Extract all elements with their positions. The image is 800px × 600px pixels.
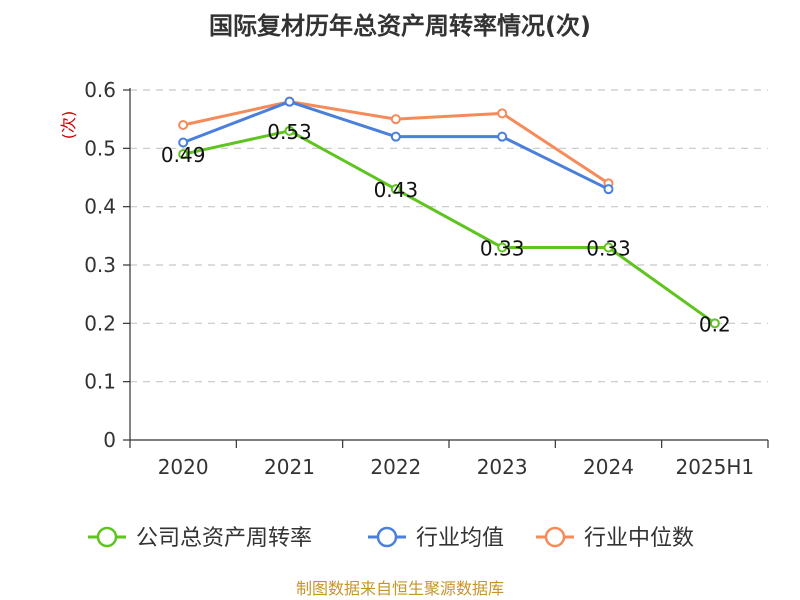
y-tick-label: 0.6 (84, 78, 116, 102)
data-point[interactable] (178, 137, 189, 148)
data-point[interactable] (603, 184, 614, 195)
y-tick-label: 0.1 (84, 370, 116, 394)
data-label: 0.2 (699, 312, 731, 336)
legend-marker (544, 526, 566, 548)
legend[interactable]: 公司总资产周转率 行业均值 行业中位数 (88, 526, 694, 551)
data-label: 0.43 (374, 178, 419, 202)
axes: 0 0.1 0.2 0.3 0.4 0.5 0.6 2020 2021 2022 2023 2024 2… (84, 78, 769, 479)
y-tick-label: 0.4 (84, 195, 116, 219)
chart-title: 国际复材历年总资产周转率情况(次) (209, 12, 591, 40)
x-tick-label: 2025H1 (675, 455, 754, 479)
grid-lines (130, 89, 768, 383)
legend-item-0[interactable]: 公司总资产周转率 (88, 526, 312, 551)
data-point[interactable] (497, 131, 508, 142)
x-tick-label: 2022 (370, 455, 421, 479)
source-note: 制图数据来自恒生聚源数据库 (296, 579, 504, 598)
legend-marker (376, 526, 398, 548)
data-label: 0.49 (161, 143, 206, 167)
data-label: 0.33 (480, 237, 525, 261)
data-point[interactable] (709, 318, 720, 329)
series-line-0 (182, 129, 716, 325)
x-tick-label: 2023 (477, 455, 528, 479)
data-point[interactable] (390, 114, 401, 125)
y-tick-label: 0.3 (84, 253, 116, 277)
legend-label: 行业中位数 (584, 526, 694, 551)
series-lines (178, 96, 720, 329)
y-axis-unit-label: (次) (59, 111, 78, 140)
legend-label: 行业均值 (416, 526, 504, 551)
legend-item-1[interactable]: 行业均值 (368, 526, 504, 551)
data-label: 0.33 (586, 237, 631, 261)
x-tick-label: 2021 (264, 455, 315, 479)
data-point[interactable] (178, 149, 189, 160)
y-tick-label: 0.5 (84, 136, 116, 160)
series-line-2 (182, 100, 610, 185)
data-point[interactable] (284, 96, 295, 107)
x-tick-label: 2020 (158, 455, 209, 479)
data-point[interactable] (390, 131, 401, 142)
y-tick-label: 0.2 (84, 311, 116, 335)
data-point[interactable] (284, 125, 295, 136)
data-label: 0.53 (267, 120, 312, 144)
y-tick-label: 0 (103, 428, 116, 452)
legend-label: 公司总资产周转率 (136, 526, 312, 551)
data-point[interactable] (497, 242, 508, 253)
data-point[interactable] (390, 184, 401, 195)
legend-marker (96, 526, 118, 548)
data-point[interactable] (603, 242, 614, 253)
data-labels: 0.49 0.53 0.43 0.33 0.33 0.2 (161, 120, 731, 337)
data-point[interactable] (497, 108, 508, 119)
x-tick-label: 2024 (583, 455, 634, 479)
legend-item-2[interactable]: 行业中位数 (536, 526, 694, 551)
data-point[interactable] (178, 120, 189, 130)
